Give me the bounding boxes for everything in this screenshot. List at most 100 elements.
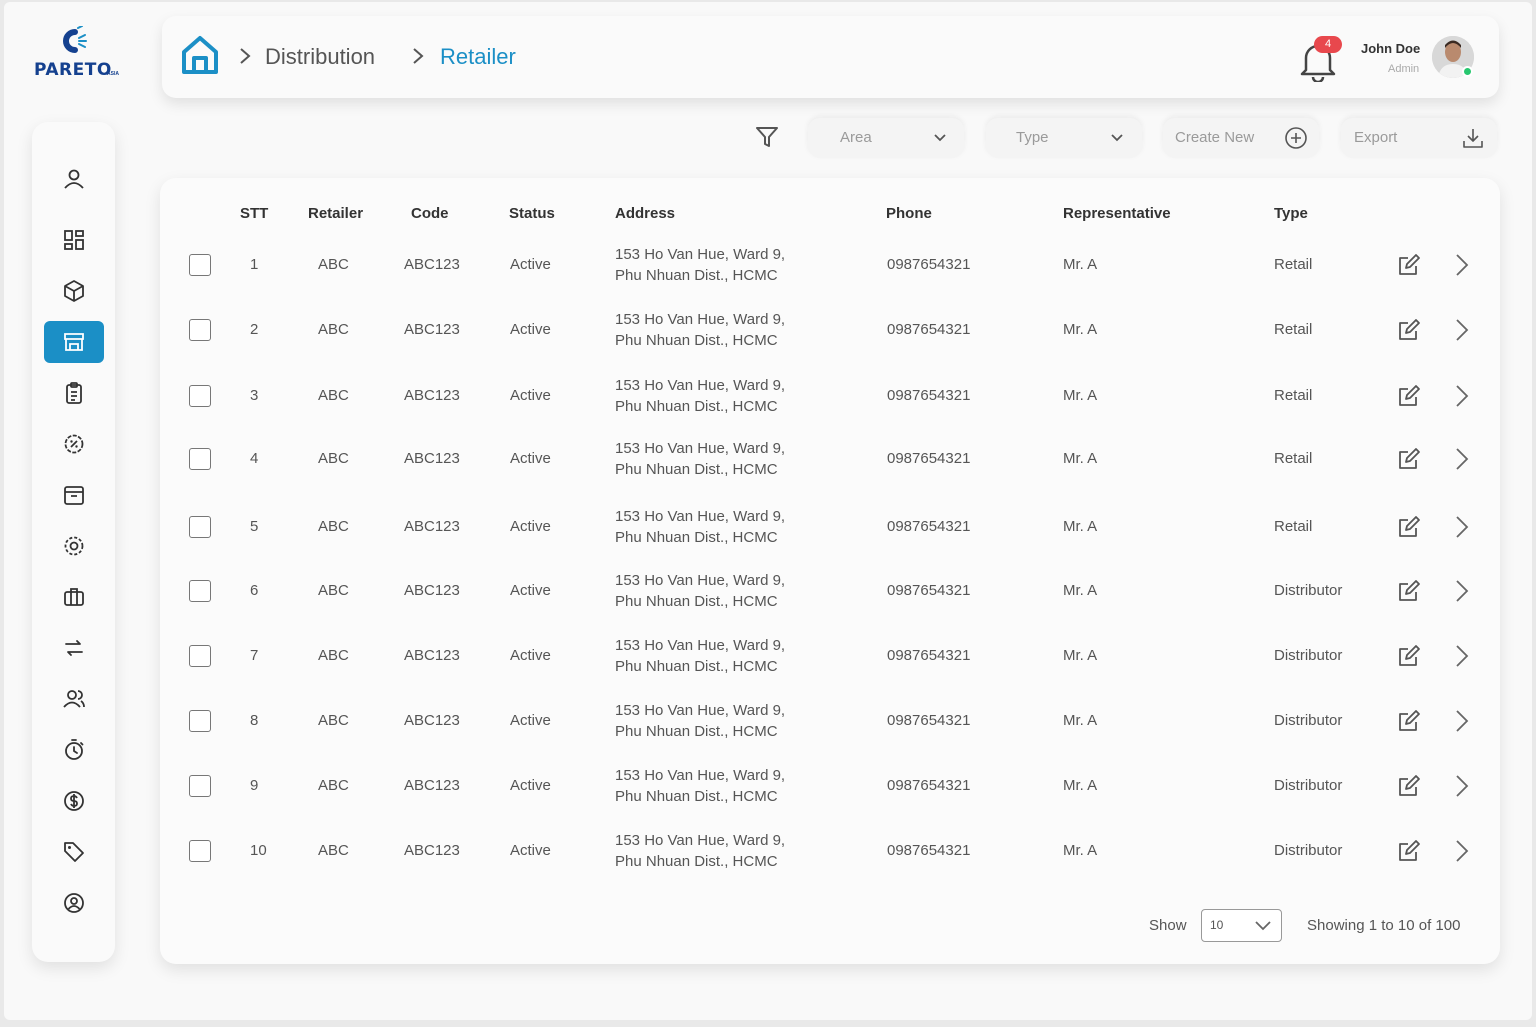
cell-address: 153 Ho Van Hue, Ward 9, Phu Nhuan Dist.,…	[615, 309, 785, 351]
sidebar-item-pricing[interactable]	[44, 831, 104, 873]
row-checkbox[interactable]	[189, 516, 211, 538]
row-checkbox[interactable]	[189, 319, 211, 341]
chevron-right-icon[interactable]	[1454, 515, 1470, 539]
cell-address-line2: Phu Nhuan Dist., HCMC	[615, 723, 778, 740]
edit-icon[interactable]	[1396, 317, 1422, 343]
cell-status: Active	[510, 387, 551, 404]
chevron-right-icon[interactable]	[1454, 839, 1470, 863]
row-checkbox[interactable]	[189, 580, 211, 602]
edit-icon[interactable]	[1396, 838, 1422, 864]
sidebar-item-orders[interactable]	[44, 372, 104, 414]
sidebar-item-dashboard[interactable]	[44, 219, 104, 261]
chevron-right-icon[interactable]	[1454, 253, 1470, 277]
sidebar-item-settings[interactable]	[44, 525, 104, 567]
sidebar-item-products[interactable]	[44, 270, 104, 312]
sidebar-item-business[interactable]	[44, 576, 104, 618]
sidebar-item-timesheet[interactable]	[44, 729, 104, 771]
row-checkbox[interactable]	[189, 385, 211, 407]
sidebar-item-account[interactable]	[44, 882, 104, 924]
briefcase-icon	[64, 588, 84, 606]
user-icon	[64, 169, 84, 189]
edit-icon[interactable]	[1396, 514, 1422, 540]
dashboard-icon	[64, 230, 84, 250]
cell-retailer: ABC	[318, 842, 349, 859]
type-select-label: Type	[1016, 129, 1049, 146]
edit-icon[interactable]	[1396, 708, 1422, 734]
cell-address-line1: 153 Ho Van Hue, Ward 9,	[615, 311, 786, 328]
sidebar-item-user[interactable]	[44, 158, 104, 200]
row-checkbox[interactable]	[189, 775, 211, 797]
sidebar-item-inventory[interactable]	[44, 474, 104, 516]
create-new-label: Create New	[1175, 129, 1255, 146]
column-header-representative[interactable]: Representative	[1063, 205, 1171, 222]
avatar[interactable]	[1432, 36, 1474, 78]
cell-address-line2: Phu Nhuan Dist., HCMC	[615, 461, 778, 478]
edit-icon[interactable]	[1396, 643, 1422, 669]
chevron-right-icon[interactable]	[1454, 318, 1470, 342]
chevron-right-icon[interactable]	[1454, 447, 1470, 471]
cell-retailer: ABC	[318, 712, 349, 729]
sidebar-item-promotions[interactable]	[44, 423, 104, 465]
column-header-stt[interactable]: STT	[240, 205, 269, 222]
download-icon	[1463, 129, 1483, 148]
chevron-right-icon[interactable]	[1454, 644, 1470, 668]
export-button[interactable]: Export	[1341, 118, 1497, 158]
row-checkbox[interactable]	[189, 710, 211, 732]
cell-address-line1: 153 Ho Van Hue, Ward 9,	[615, 246, 786, 263]
cell-address: 153 Ho Van Hue, Ward 9, Phu Nhuan Dist.,…	[615, 506, 785, 548]
column-header-retailer[interactable]: Retailer	[308, 205, 364, 222]
cell-address: 153 Ho Van Hue, Ward 9, Phu Nhuan Dist.,…	[615, 765, 785, 807]
archive-icon	[64, 486, 84, 505]
edit-icon[interactable]	[1396, 773, 1422, 799]
cell-phone: 0987654321	[887, 256, 971, 273]
cell-stt: 1	[250, 256, 259, 273]
edit-icon[interactable]	[1396, 578, 1422, 604]
sidebar-item-transfer[interactable]	[44, 627, 104, 669]
user-role: Admin	[1388, 63, 1420, 75]
sidebar-item-users[interactable]	[44, 678, 104, 720]
cell-code: ABC123	[404, 842, 460, 859]
cell-retailer: ABC	[318, 518, 349, 535]
row-checkbox[interactable]	[189, 448, 211, 470]
chevron-right-icon[interactable]	[1454, 774, 1470, 798]
cell-address: 153 Ho Van Hue, Ward 9, Phu Nhuan Dist.,…	[615, 700, 785, 742]
cell-representative: Mr. A	[1063, 582, 1098, 599]
edit-icon[interactable]	[1396, 383, 1422, 409]
cell-code: ABC123	[404, 321, 460, 338]
cell-type: Retail	[1274, 387, 1313, 404]
home-icon[interactable]	[180, 34, 220, 76]
page-size-select[interactable]: 10	[1201, 909, 1282, 942]
area-select[interactable]: Area	[808, 118, 964, 158]
filter-icon[interactable]	[754, 124, 780, 150]
row-checkbox[interactable]	[189, 645, 211, 667]
column-header-type[interactable]: Type	[1274, 205, 1308, 222]
column-header-address[interactable]: Address	[615, 205, 676, 222]
store-icon	[64, 333, 84, 351]
cell-type: Distributor	[1274, 647, 1343, 664]
column-header-phone[interactable]: Phone	[886, 205, 932, 222]
sidebar-item-retailer[interactable]	[44, 321, 104, 363]
column-header-code[interactable]: Code	[411, 205, 449, 222]
row-checkbox[interactable]	[189, 840, 211, 862]
chevron-right-icon[interactable]	[1454, 384, 1470, 408]
cell-representative: Mr. A	[1063, 256, 1098, 273]
cell-phone: 0987654321	[887, 712, 971, 729]
column-header-status[interactable]: Status	[509, 205, 555, 222]
cell-code: ABC123	[404, 256, 460, 273]
edit-icon[interactable]	[1396, 446, 1422, 472]
breadcrumb-distribution[interactable]: Distribution	[265, 44, 376, 69]
edit-icon[interactable]	[1396, 252, 1422, 278]
cell-address: 153 Ho Van Hue, Ward 9, Phu Nhuan Dist.,…	[615, 570, 785, 612]
row-checkbox[interactable]	[189, 254, 211, 276]
cell-retailer: ABC	[318, 387, 349, 404]
transfer-icon	[65, 640, 83, 656]
chevron-right-icon[interactable]	[1454, 579, 1470, 603]
cell-code: ABC123	[404, 647, 460, 664]
type-select[interactable]: Type	[986, 118, 1142, 158]
plus-circle-icon	[1285, 127, 1307, 149]
create-new-button[interactable]: Create New	[1163, 118, 1319, 158]
cell-status: Active	[510, 582, 551, 599]
chevron-down-icon	[1255, 921, 1271, 931]
sidebar-item-finance[interactable]	[44, 780, 104, 822]
chevron-right-icon[interactable]	[1454, 709, 1470, 733]
